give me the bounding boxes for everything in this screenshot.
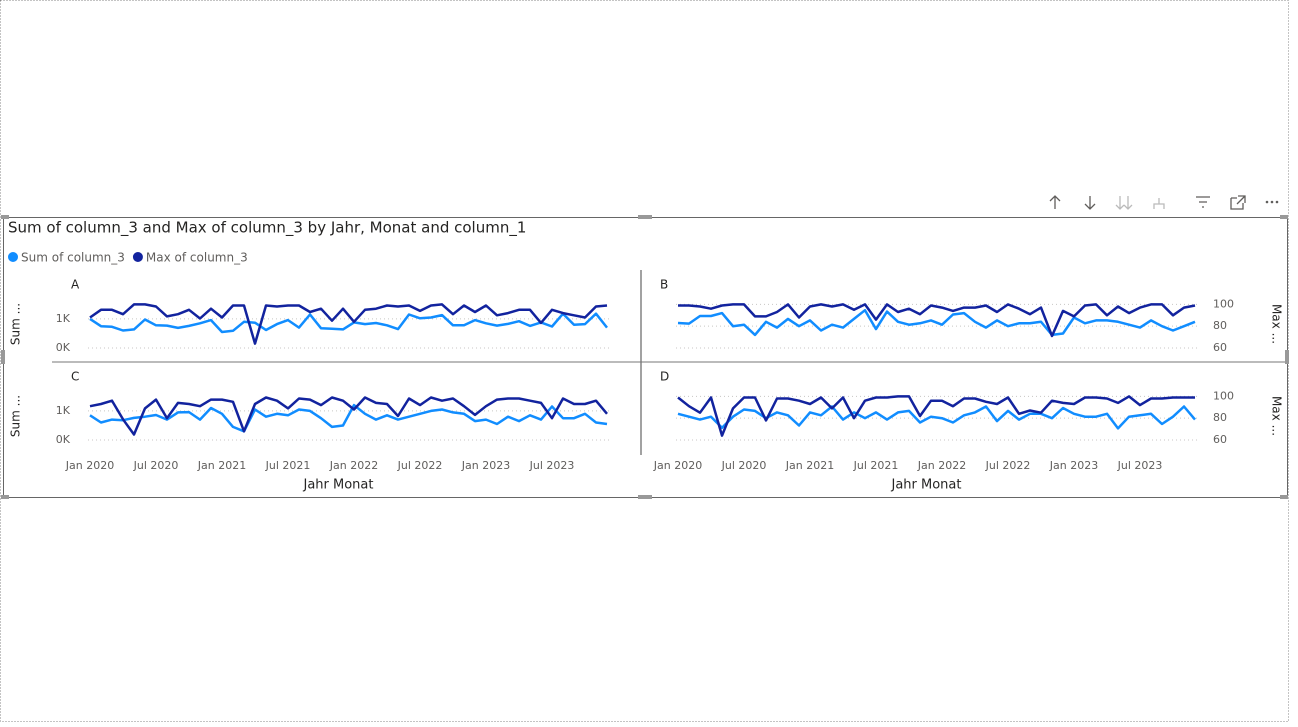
series-line <box>89 396 608 436</box>
legend-label: Max of column_3 <box>146 251 248 265</box>
y2-tick-label: 80 <box>1213 411 1227 424</box>
more-icon[interactable] <box>1265 200 1279 204</box>
y-tick-label: 0K <box>56 341 71 354</box>
y-tick-label: 0K <box>56 433 71 446</box>
x-tick-label: Jul 2022 <box>397 459 443 472</box>
x-tick-label: Jan 2023 <box>461 459 510 472</box>
legend-marker <box>8 252 18 262</box>
x-tick-label: Jan 2022 <box>329 459 378 472</box>
x-tick-label: Jul 2021 <box>853 459 899 472</box>
y2-tick-label: 100 <box>1213 389 1234 402</box>
x-tick-label: Jul 2023 <box>529 459 575 472</box>
expand-all-icon[interactable] <box>1115 196 1133 210</box>
series-line <box>677 395 1195 437</box>
series-line <box>677 405 1196 430</box>
y2-tick-label: 60 <box>1213 341 1227 354</box>
visual-header <box>1049 195 1279 210</box>
drill-up-icon[interactable] <box>1049 195 1061 209</box>
y-tick-label: 1K <box>56 404 71 417</box>
visual-title: Sum of column_3 and Max of column_3 by J… <box>8 219 526 238</box>
panel-title: B <box>660 278 668 292</box>
expand-icon[interactable] <box>1153 198 1165 209</box>
panel-title: C <box>71 370 79 384</box>
drill-down-icon[interactable] <box>1084 196 1096 210</box>
series-line <box>89 312 608 334</box>
panel-title: D <box>660 370 669 384</box>
legend-marker <box>132 252 143 262</box>
series-line <box>678 303 1196 338</box>
y2-tick-label: 100 <box>1213 297 1234 310</box>
x-tick-label: Jul 2021 <box>265 459 311 472</box>
y2-axis-title: Max ... <box>1270 304 1284 344</box>
series-line <box>89 303 608 345</box>
y2-axis-title: Max ... <box>1270 396 1284 436</box>
y2-tick-label: 80 <box>1213 319 1227 332</box>
y-axis-title: Sum ... <box>9 303 23 345</box>
y-tick-label: 1K <box>56 312 71 325</box>
x-tick-label: Jul 2020 <box>133 459 179 472</box>
focus-icon[interactable] <box>1230 195 1246 210</box>
resize-handles <box>1 215 1289 499</box>
x-tick-label: Jan 2021 <box>785 459 834 472</box>
x-tick-label: Jul 2022 <box>985 459 1031 472</box>
x-tick-label: Jan 2020 <box>653 459 702 472</box>
x-axis-title: Jahr Monat <box>891 478 962 493</box>
filter-icon[interactable] <box>1196 196 1210 208</box>
series-line <box>89 403 608 433</box>
x-tick-label: Jan 2023 <box>1049 459 1098 472</box>
x-tick-label: Jan 2022 <box>917 459 966 472</box>
y-axis-title: Sum ... <box>9 395 23 437</box>
x-tick-label: Jul 2020 <box>721 459 767 472</box>
x-tick-label: Jan 2020 <box>65 459 114 472</box>
x-tick-label: Jul 2023 <box>1117 459 1163 472</box>
x-axis-title: Jahr Monat <box>303 478 374 493</box>
series-line <box>677 308 1196 337</box>
legend-label: Sum of column_3 <box>21 251 125 265</box>
x-tick-label: Jan 2021 <box>197 459 246 472</box>
panel-title: A <box>71 278 80 292</box>
y2-tick-label: 60 <box>1213 433 1227 446</box>
